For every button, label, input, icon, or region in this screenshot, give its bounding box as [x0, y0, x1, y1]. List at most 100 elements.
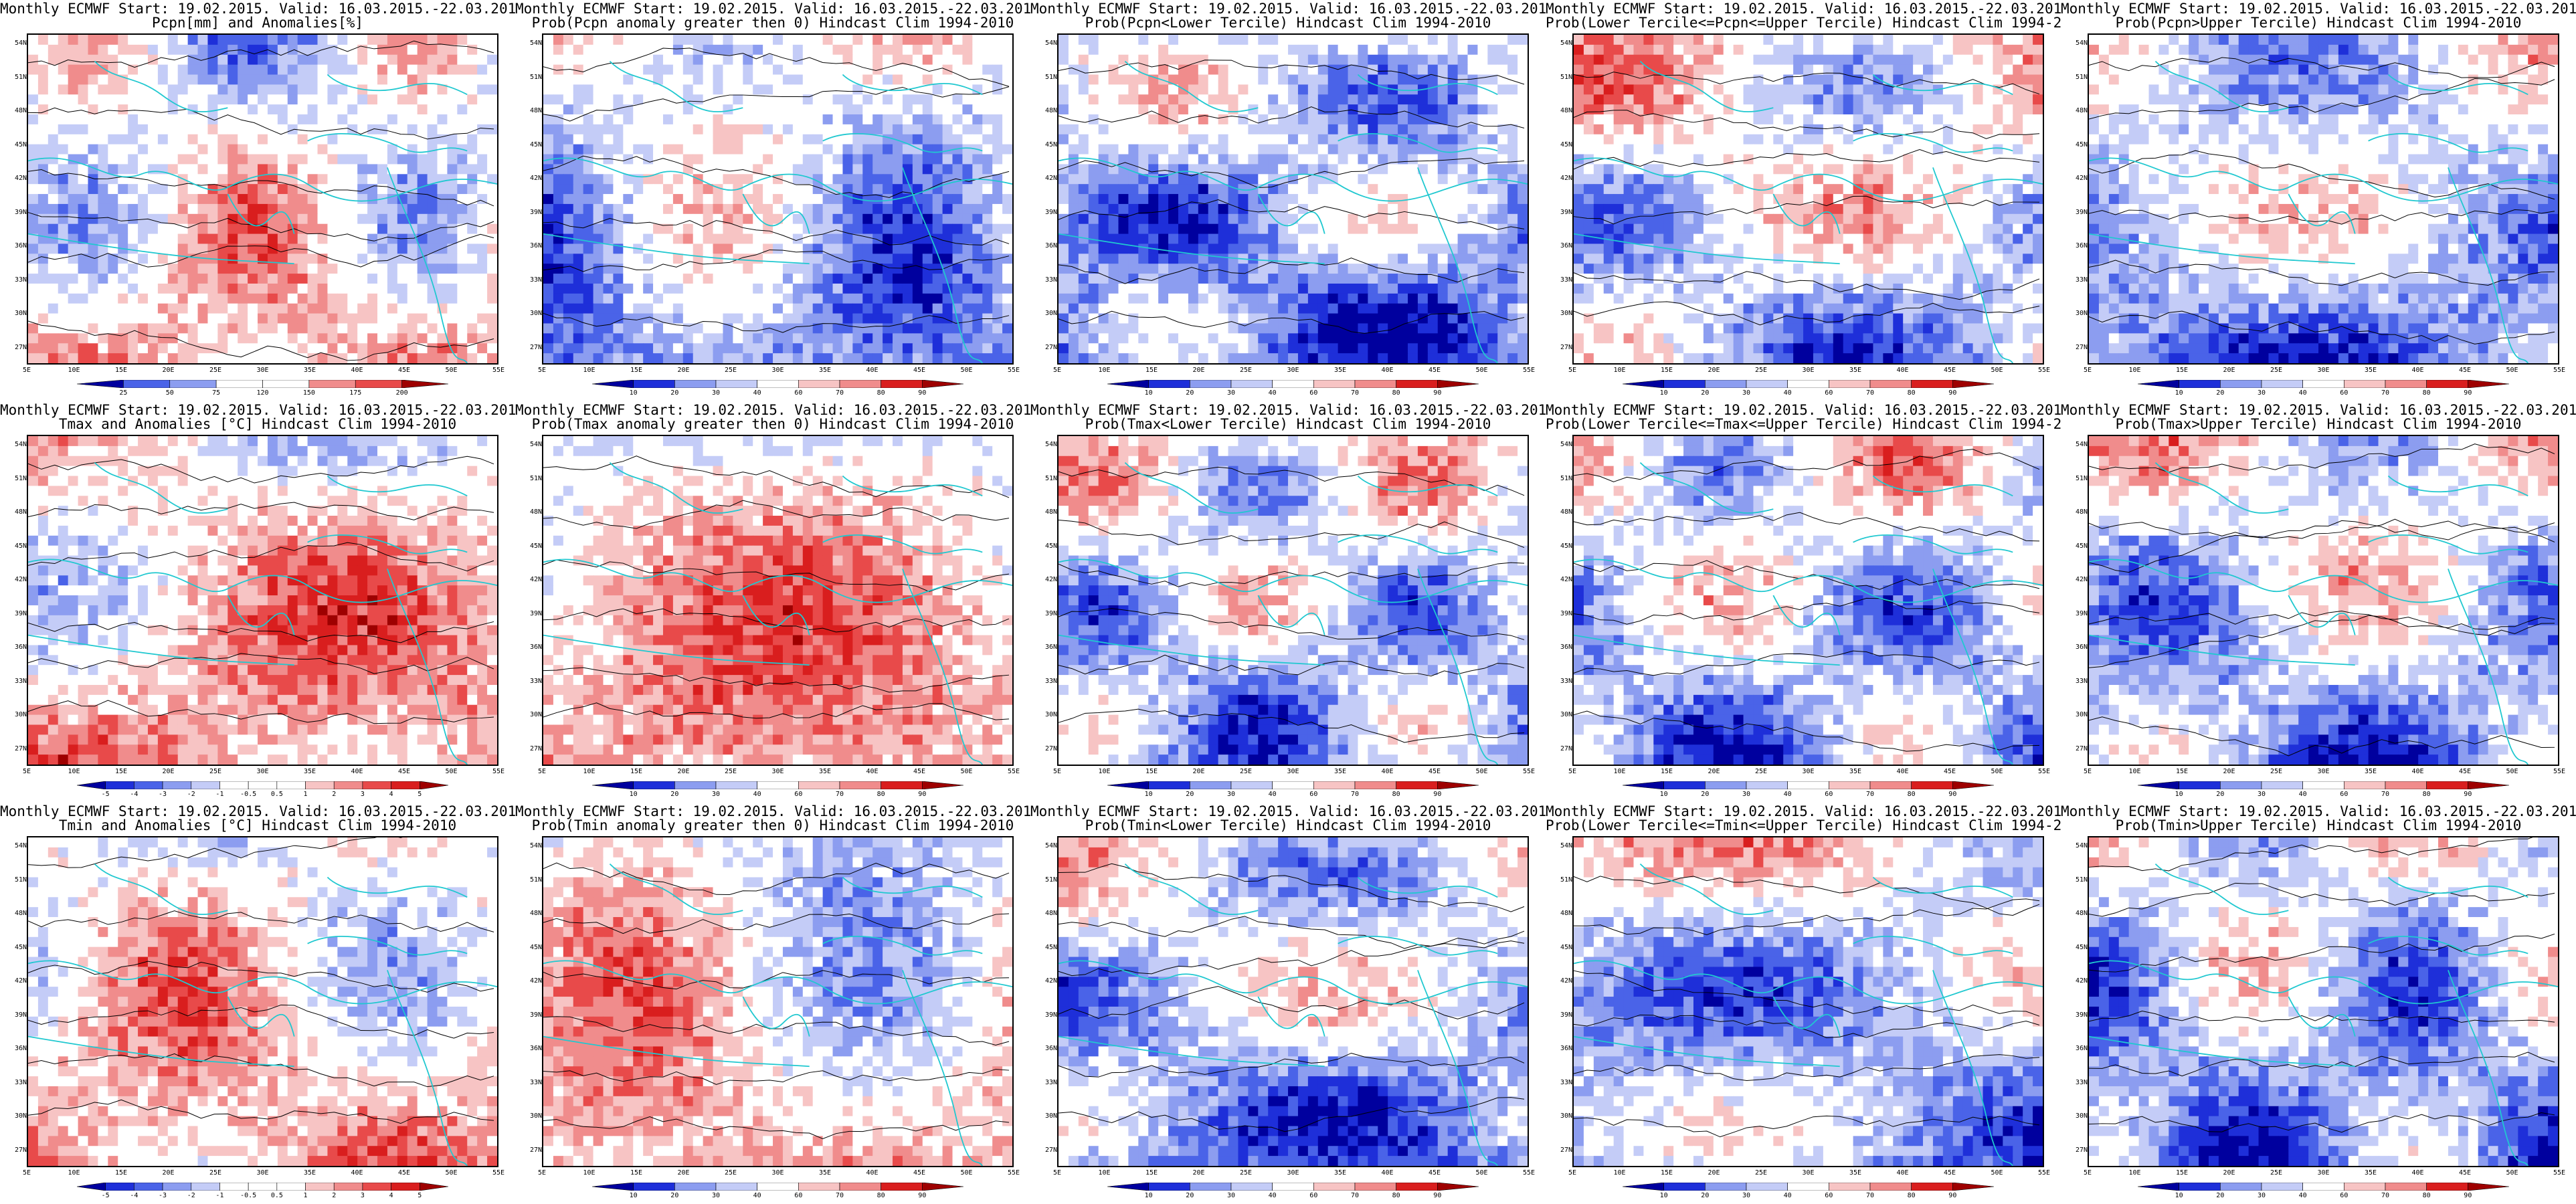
colorbar-swatch: [219, 1183, 249, 1191]
panel-subtitle: Pcpn[mm] and Anomalies[%]: [0, 15, 515, 30]
colorbar-swatch: [881, 1183, 923, 1191]
lat-tick-label: 45N: [2070, 542, 2088, 550]
colorbar-swatch: [134, 1183, 163, 1191]
map-panel: Monthly ECMWF Start: 19.02.2015. Valid: …: [1546, 0, 2061, 401]
lon-tick-label: 30E: [2317, 768, 2329, 775]
colorbar-label: 60: [1825, 1192, 1833, 1199]
contour-line: [543, 913, 1010, 934]
colorbar-label: 90: [1433, 1192, 1441, 1199]
panel-subtitle: Prob(Tmax>Upper Tercile) Hindcast Clim 1…: [2061, 417, 2576, 431]
lat-tick-label: 54N: [1040, 441, 1057, 448]
colorbar: [1623, 380, 1994, 388]
coastline: [1417, 970, 1498, 1166]
lat-tick-label: 51N: [2070, 876, 2088, 884]
colorbar-label: 20: [1701, 791, 1709, 798]
coastline: [842, 74, 983, 96]
map-panel: Monthly ECMWF Start: 19.02.2015. Valid: …: [1546, 803, 2061, 1204]
lon-tick-label: 30E: [2317, 1169, 2329, 1177]
lon-tick-label: 20E: [677, 768, 689, 775]
lon-tick-label: 55E: [492, 1169, 504, 1177]
lat-tick-label: 54N: [2070, 40, 2088, 47]
map-field: [543, 35, 1012, 363]
coastline: [327, 74, 468, 96]
colorbar-swatch: [276, 781, 306, 789]
lon-tick-label: 5E: [1568, 367, 1576, 374]
map-field: [28, 436, 497, 765]
contour-line: [543, 608, 1010, 633]
panel-title: Monthly ECMWF Start: 19.02.2015. Valid: …: [1546, 403, 2061, 417]
lon-tick-label: 20E: [2223, 768, 2235, 775]
coastline: [1124, 864, 1259, 915]
colorbar-label: 30: [712, 389, 720, 397]
lon-tick-label: 55E: [1008, 1169, 1020, 1177]
colorbar-label: 60: [794, 389, 802, 397]
colorbar-swatch: [248, 1183, 278, 1191]
lat-tick-label: 33N: [525, 276, 542, 284]
lon-tick-label: 45E: [2459, 768, 2471, 775]
lon-tick-label: 15E: [1661, 367, 1673, 374]
contour-line: [28, 233, 494, 268]
lon-tick-label: 45E: [2459, 367, 2471, 374]
lat-tick-label: 30N: [525, 1113, 542, 1120]
map-field: [28, 35, 497, 363]
lon-tick-label: 20E: [1192, 367, 1204, 374]
lat-tick-label: 36N: [1040, 1045, 1057, 1052]
coastline: [28, 157, 497, 202]
lon-tick-label: 40E: [1896, 367, 1908, 374]
lon-tick-label: 40E: [1381, 367, 1393, 374]
colorbar: [592, 380, 963, 388]
forecast-map: [2088, 33, 2559, 365]
contour-line: [1059, 106, 1525, 128]
panel-title: Monthly ECMWF Start: 19.02.2015. Valid: …: [1030, 804, 1546, 819]
colorbar-swatch: [362, 781, 391, 789]
lon-tick-label: 45E: [1944, 1169, 1956, 1177]
coastline: [742, 193, 810, 234]
lat-tick-label: 45N: [9, 141, 27, 148]
colorbar-swatch: [77, 781, 106, 789]
lat-tick-label: 54N: [2070, 441, 2088, 448]
colorbar-label: 60: [2340, 1192, 2348, 1199]
map-panel: Monthly ECMWF Start: 19.02.2015. Valid: …: [0, 803, 515, 1204]
coastline: [1059, 634, 1325, 666]
lat-tick-label: 48N: [9, 509, 27, 516]
lon-tick-label: 30E: [771, 1169, 784, 1177]
colorbar-swatches: [1107, 1183, 1479, 1191]
colorbar-label: 90: [1948, 389, 1956, 397]
lat-tick-label: 48N: [9, 910, 27, 917]
contour-line: [2089, 310, 2555, 344]
coastline: [2154, 864, 2289, 915]
colorbar-labels: 10 20 30 40 60 70 80 90: [1030, 389, 1546, 399]
lat-tick-label: 39N: [525, 1011, 542, 1019]
colorbar-swatch: [1829, 781, 1871, 789]
forecast-map: [542, 435, 1014, 766]
colorbar-labels: 10 20 30 40 60 70 80 90: [2061, 791, 2576, 800]
coastline: [1932, 167, 2013, 363]
coastline: [28, 634, 294, 666]
lat-tick-label: 51N: [1555, 475, 1572, 482]
colorbar-swatch: [134, 781, 163, 789]
colorbar-label: 1: [304, 791, 308, 798]
lon-tick-label: 15E: [1145, 768, 1158, 775]
coastline: [742, 595, 810, 635]
coastline: [609, 864, 743, 915]
lon-tick-label: 20E: [1708, 768, 1720, 775]
colorbar-labels: 10 20 30 40 60 70 80 90: [2061, 1192, 2576, 1201]
lat-tick-label: 51N: [1040, 475, 1057, 482]
lon-tick-label: 55E: [2038, 768, 2050, 775]
lon-tick-label: 20E: [2223, 367, 2235, 374]
contour-line: [543, 559, 1010, 593]
lat-tick-label: 27N: [2070, 745, 2088, 752]
colorbar-label: 60: [2340, 389, 2348, 397]
coastline: [1574, 157, 2043, 202]
colorbar-swatch: [757, 380, 799, 388]
coastline: [2089, 634, 2355, 666]
colorbar-label: 70: [2381, 389, 2389, 397]
colorbar-swatch: [276, 1183, 306, 1191]
colorbar-labels: 10 20 30 40 60 70 80 90: [515, 1192, 1030, 1201]
colorbar-label: 120: [256, 389, 268, 397]
contour-line: [543, 312, 1010, 333]
lon-tick-label: 10E: [1098, 768, 1110, 775]
coastline: [28, 960, 497, 1005]
lon-tick-label: 10E: [2128, 768, 2140, 775]
colorbar-swatches: [2138, 1183, 2509, 1191]
